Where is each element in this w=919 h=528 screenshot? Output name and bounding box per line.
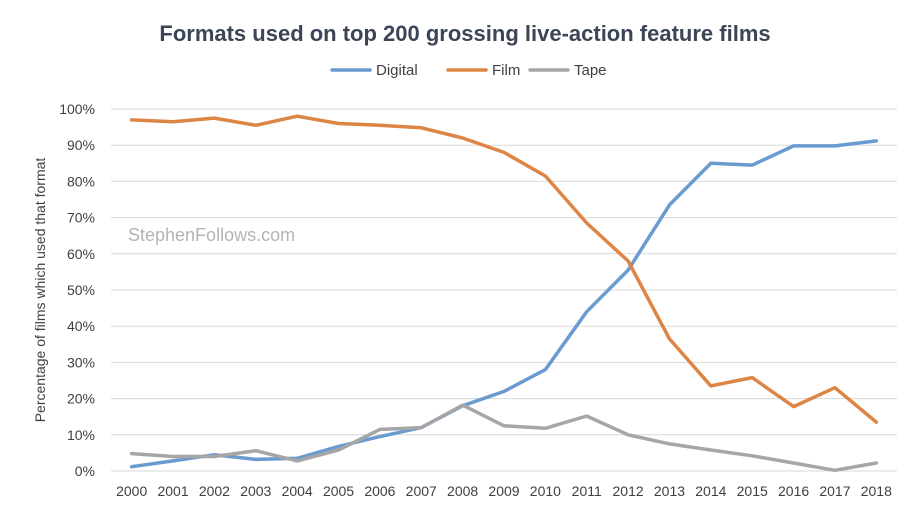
- x-tick-label: 2018: [861, 483, 892, 499]
- chart-title: Formats used on top 200 grossing live-ac…: [159, 21, 770, 46]
- y-tick-label: 10%: [67, 427, 95, 443]
- x-tick-label: 2015: [737, 483, 768, 499]
- y-axis-ticks: 0% 10% 20% 30% 40% 50% 60% 70% 80% 90% 100%: [59, 101, 95, 479]
- y-tick-label: 90%: [67, 137, 95, 153]
- legend-label-tape: Tape: [574, 62, 607, 79]
- y-tick-label: 30%: [67, 354, 95, 370]
- x-tick-label: 2002: [199, 483, 230, 499]
- y-tick-label: 50%: [67, 282, 95, 298]
- series-line-digital: [129, 139, 879, 469]
- x-tick-label: 2011: [572, 483, 602, 499]
- legend: Digital Film Tape: [330, 62, 607, 79]
- x-tick-label: 2014: [695, 483, 726, 499]
- x-tick-label: 2001: [157, 483, 188, 499]
- x-tick-label: 2005: [323, 483, 354, 499]
- x-tick-label: 2017: [819, 483, 850, 499]
- x-tick-label: 2009: [488, 483, 519, 499]
- y-tick-label: 70%: [67, 210, 95, 226]
- x-tick-label: 2006: [364, 483, 395, 499]
- watermark: StephenFollows.com: [128, 225, 295, 245]
- y-tick-label: 40%: [67, 318, 95, 334]
- x-tick-label: 2004: [282, 483, 313, 499]
- series-line-film: [129, 114, 879, 424]
- x-tick-label: 2008: [447, 483, 478, 499]
- y-tick-label: 100%: [59, 101, 95, 117]
- y-tick-label: 80%: [67, 173, 95, 189]
- y-axis-label: Percentage of films which used that form…: [32, 158, 48, 423]
- x-tick-label: 2012: [613, 483, 644, 499]
- legend-label-digital: Digital: [376, 62, 418, 79]
- legend-label-film: Film: [492, 62, 520, 79]
- x-tick-label: 2000: [116, 483, 147, 499]
- x-tick-label: 2013: [654, 483, 685, 499]
- y-tick-label: 0%: [75, 463, 95, 479]
- series-lines: [129, 114, 879, 473]
- gridlines: [111, 108, 897, 472]
- x-tick-label: 2003: [240, 483, 271, 499]
- y-tick-label: 20%: [67, 391, 95, 407]
- x-tick-label: 2016: [778, 483, 809, 499]
- x-tick-label: 2007: [406, 483, 437, 499]
- series-line-tape: [129, 403, 879, 473]
- y-tick-label: 60%: [67, 246, 95, 262]
- x-tick-label: 2010: [530, 483, 561, 499]
- x-axis-ticks: 2000 2001 2002 2003 2004 2005 2006 2007 2008 2009…: [116, 483, 892, 499]
